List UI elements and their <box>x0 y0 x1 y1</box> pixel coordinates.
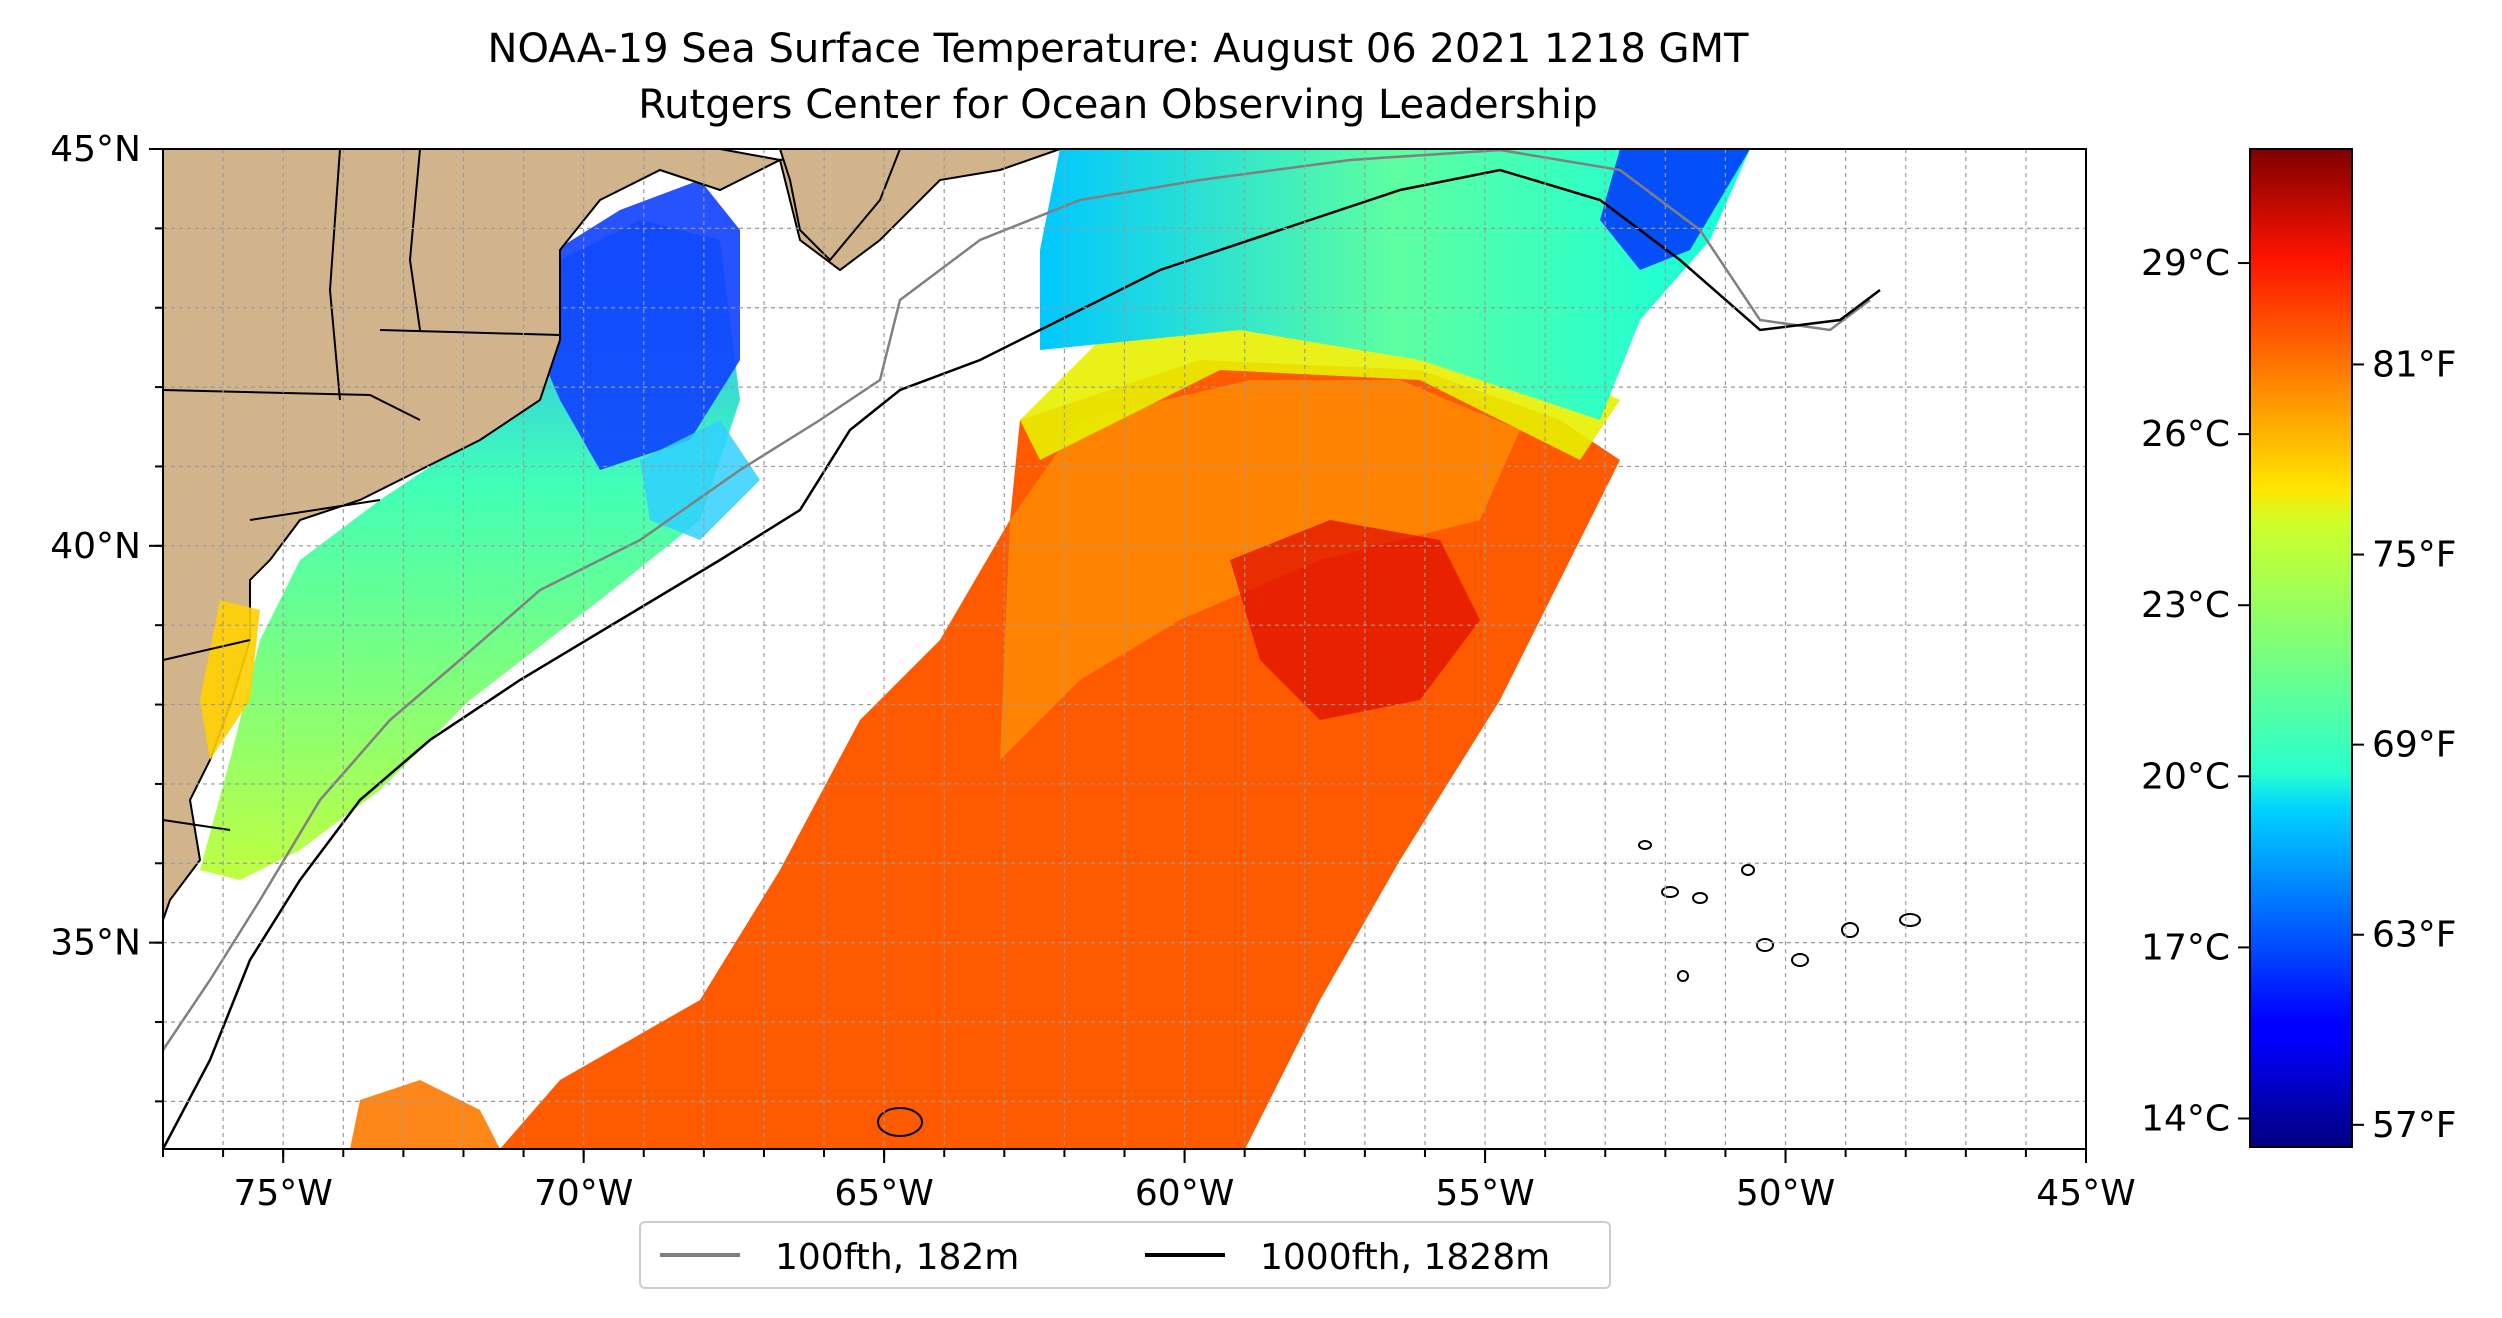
figure-title-line2: Rutgers Center for Ocean Observing Leade… <box>638 82 1598 128</box>
longitude-axis: 75°W 70°W 65°W 60°W 55°W 50°W 45°W <box>162 1149 2136 1214</box>
sst-swath-cold-north-edge <box>1600 149 1750 270</box>
lon-tick-label: 70°W <box>534 1173 633 1214</box>
colorbar-fahrenheit-label: 75°F <box>2372 535 2457 576</box>
sst-swath-hot-eddy <box>1230 520 1480 720</box>
colorbar-celsius-label: 23°C <box>2141 585 2230 626</box>
lon-tick-label: 45°W <box>2036 1173 2135 1214</box>
colorbar-celsius-label: 26°C <box>2141 414 2230 455</box>
lon-tick-label: 75°W <box>233 1173 332 1214</box>
colorbar-fahrenheit-label: 63°F <box>2372 915 2457 956</box>
colorbar-celsius-label: 29°C <box>2141 243 2230 284</box>
colorbar-fahrenheit-label: 69°F <box>2372 725 2457 766</box>
sst-georges-bank-cool <box>640 420 760 540</box>
figure-title-line1: NOAA-19 Sea Surface Temperature: August … <box>488 26 1749 72</box>
colorbar: 14°C 17°C 20°C 23°C 26°C 29°C 57°F 63°F 69°F 75°… <box>2141 148 2457 1148</box>
lat-tick-label: 40°N <box>50 526 141 567</box>
contour-legend: 100fth, 182m 1000fth, 1828m <box>639 1221 1611 1289</box>
colorbar-celsius-axis: 14°C 17°C 20°C 23°C 26°C 29°C <box>2141 243 2250 1139</box>
colorbar-gradient <box>2249 148 2353 1148</box>
colorbar-celsius-label: 17°C <box>2141 927 2230 968</box>
lat-tick-label: 45°N <box>50 129 141 170</box>
colorbar-celsius-label: 20°C <box>2141 756 2230 797</box>
state-borders <box>163 149 561 831</box>
legend-label-100fth: 100fth, 182m <box>775 1237 1019 1278</box>
land-chesapeake-cut <box>200 600 260 760</box>
contour-100fth <box>163 149 1871 1051</box>
colorbar-fahrenheit-label: 81°F <box>2372 344 2457 385</box>
lon-tick-label: 65°W <box>834 1173 933 1214</box>
colorbar-fahrenheit-axis: 57°F 63°F 69°F 75°F 81°F <box>2352 344 2457 1146</box>
lon-tick-label: 50°W <box>1736 1173 1835 1214</box>
sst-swath-north-band <box>1040 149 1750 420</box>
legend-label-1000fth: 1000fth, 1828m <box>1260 1237 1550 1278</box>
colorbar-fahrenheit-label: 57°F <box>2372 1105 2457 1146</box>
bermuda-outline <box>877 1107 923 1137</box>
land-nova-scotia-east <box>778 149 902 262</box>
sst-gulf-of-maine-cold <box>530 180 740 470</box>
colorbar-celsius-label: 14°C <box>2141 1098 2230 1139</box>
latitude-axis: 35°N 40°N 45°N <box>50 129 163 1103</box>
lon-tick-label: 55°W <box>1435 1173 1534 1214</box>
graticule <box>163 149 2086 1149</box>
lon-tick-label: 60°W <box>1135 1173 1234 1214</box>
sst-scattered-warm <box>350 1080 500 1149</box>
lat-tick-label: 35°N <box>50 923 141 964</box>
contour-1000fth <box>163 168 1881 1149</box>
map-panel <box>163 149 2086 1149</box>
seamount-outlines <box>1638 840 1921 982</box>
legend-box <box>639 1221 1611 1289</box>
